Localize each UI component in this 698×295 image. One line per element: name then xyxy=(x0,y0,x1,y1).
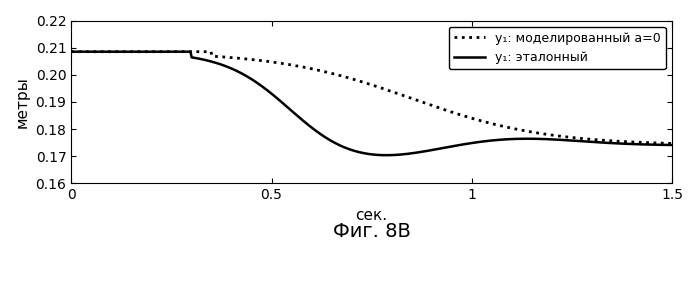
y₁: эталонный: (0.815, 0.17): эталонный: (0.815, 0.17) xyxy=(394,153,402,157)
y₁: эталонный: (1.47, 0.174): эталонный: (1.47, 0.174) xyxy=(655,143,663,147)
y₁: эталонный: (1.5, 0.174): эталонный: (1.5, 0.174) xyxy=(668,143,676,147)
X-axis label: сек.: сек. xyxy=(355,208,387,223)
y₁: эталонный: (0.896, 0.172): эталонный: (0.896, 0.172) xyxy=(426,149,434,152)
y₁: моделированный a=0: (1.23, 0.177): моделированный a=0: (1.23, 0.177) xyxy=(560,135,568,138)
Title: Фиг. 8В: Фиг. 8В xyxy=(333,222,410,241)
y₁: моделированный a=0: (1.5, 0.175): моделированный a=0: (1.5, 0.175) xyxy=(668,142,676,145)
Line: y₁: моделированный a=0: y₁: моделированный a=0 xyxy=(71,52,672,143)
y₁: моделированный a=0: (0, 0.208): моделированный a=0: (0, 0.208) xyxy=(67,50,75,53)
y₁: эталонный: (0, 0.208): эталонный: (0, 0.208) xyxy=(67,50,75,53)
y₁: эталонный: (1.23, 0.176): эталонный: (1.23, 0.176) xyxy=(560,138,569,142)
y₁: эталонный: (0.721, 0.171): эталонный: (0.721, 0.171) xyxy=(356,151,364,154)
y₁: моделированный a=0: (1.46, 0.175): моделированный a=0: (1.46, 0.175) xyxy=(653,141,662,145)
y₁: эталонный: (0.788, 0.17): эталонный: (0.788, 0.17) xyxy=(383,153,391,157)
y₁: моделированный a=0: (0.721, 0.198): моделированный a=0: (0.721, 0.198) xyxy=(356,80,364,83)
y₁: моделированный a=0: (0.812, 0.193): моделированный a=0: (0.812, 0.193) xyxy=(392,91,401,95)
Line: y₁: эталонный: y₁: эталонный xyxy=(71,52,672,155)
y₁: моделированный a=0: (0.712, 0.198): моделированный a=0: (0.712, 0.198) xyxy=(352,78,361,82)
Y-axis label: метры: метры xyxy=(15,76,30,128)
Legend: y₁: моделированный a=0, y₁: эталонный: y₁: моделированный a=0, y₁: эталонный xyxy=(449,27,666,69)
y₁: эталонный: (0.712, 0.172): эталонный: (0.712, 0.172) xyxy=(352,150,361,153)
y₁: моделированный a=0: (0.893, 0.189): моделированный a=0: (0.893, 0.189) xyxy=(424,103,433,106)
